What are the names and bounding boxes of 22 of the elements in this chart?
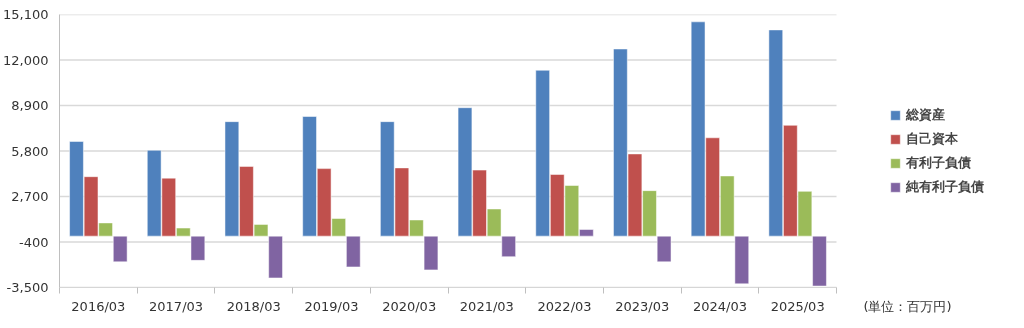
- x-tick-label: 2022/03: [537, 298, 592, 314]
- y-tick-label: -400: [19, 234, 49, 250]
- y-tick-label: 5,800: [11, 143, 49, 159]
- legend-label: 有利子負債: [906, 153, 971, 172]
- x-tick-label: 2017/03: [149, 298, 204, 314]
- legend-label: 純有利子負債: [906, 177, 984, 196]
- x-tick-label: 2019/03: [304, 298, 359, 314]
- x-tick-label: 2016/03: [71, 298, 126, 314]
- y-tick-label: -3,500: [6, 280, 49, 295]
- legend-label: 自己資本: [906, 129, 958, 148]
- x-tick-label: 2021/03: [459, 298, 514, 314]
- x-tick-label: 2024/03: [692, 298, 747, 314]
- x-tick-label: 2023/03: [615, 298, 670, 314]
- x-tick-label: 2025/03: [770, 298, 825, 314]
- x-tick-label: 2020/03: [382, 298, 437, 314]
- legend-label: 総資産: [906, 105, 945, 124]
- y-tick-label: 2,700: [11, 189, 49, 204]
- x-tick-label: 2018/03: [226, 298, 281, 314]
- y-tick-label: 8,900: [11, 98, 49, 113]
- y-tick-label: 12,000: [3, 52, 49, 68]
- text: (単位：百万円): [863, 298, 952, 314]
- y-tick-label: 15,100: [3, 7, 49, 22]
